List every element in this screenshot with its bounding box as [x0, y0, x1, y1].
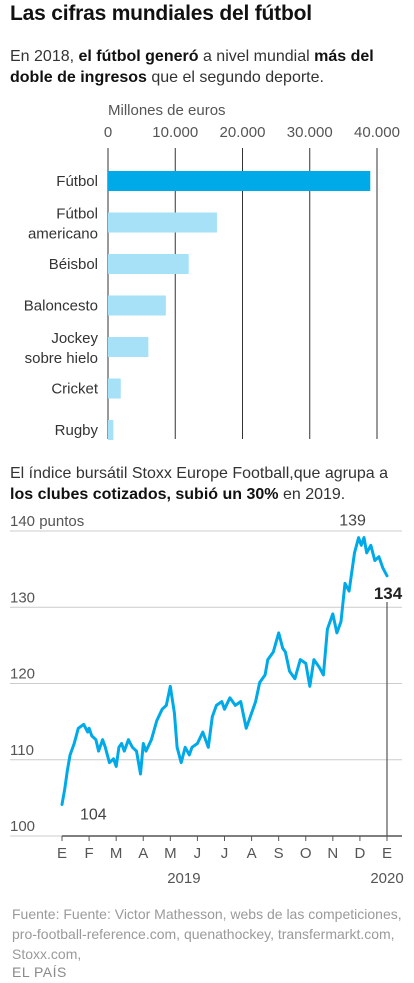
line-ytick-label: 100 [10, 818, 35, 835]
bar-xtick-label: 10.000 [152, 124, 198, 141]
line-xtick-label: E [382, 845, 392, 862]
bar-category-label: Fútbol [56, 173, 98, 190]
bar-axis-unit-label: Millones de euros [108, 102, 226, 119]
line-xtick-label: F [84, 845, 93, 862]
line-xtick-label: M [110, 845, 123, 862]
line-xtick-label: O [300, 845, 312, 862]
line-year-label: 2019 [167, 870, 200, 887]
annotation-start-value: 104 [80, 807, 107, 824]
annotation-end-value: 134 [374, 584, 403, 603]
bar-6 [108, 378, 121, 399]
stoxx-series-line [60, 536, 389, 806]
bar-chart-ingresos: Millones de euros 0 10.000 20.000 30.000 40.0… [24, 102, 400, 440]
bar-2 [108, 212, 217, 233]
line-xtick-label: D [354, 845, 365, 862]
intro-text-stoxx: El índice bursátil Stoxx Europe Football… [10, 463, 410, 505]
bar-xtick-label: 40.000 [354, 124, 400, 141]
line-xtick-label: E [57, 845, 67, 862]
line-xtick-label: A [138, 845, 148, 862]
line-ytick-label: 130 [10, 589, 35, 606]
bar-category-label: Fútbol americano [28, 206, 98, 243]
line-ytick-label: 110 [10, 742, 34, 759]
intro2-bold-1: los clubes cotizados, subió un 30% [10, 486, 279, 503]
line-xtick-label: A [247, 845, 257, 862]
line-year-label: 2020 [370, 870, 403, 887]
intro1-text-1: En 2018, [10, 48, 79, 65]
bar-7 [108, 420, 114, 440]
bar-category-label: Baloncesto [24, 298, 98, 315]
bar-category-label: Jockey sobre hielo [25, 330, 99, 367]
line-xtick-label: J [194, 845, 202, 862]
source-note: Fuente: Fuente: Victor Mathesson, webs d… [12, 906, 402, 962]
intro-text-ingresos: En 2018, el fútbol generó a nivel mundia… [10, 46, 410, 88]
line-ytick-label: 120 [10, 666, 35, 683]
bar-xtick-label: 30.000 [287, 124, 333, 141]
annotation-peak-value: 139 [339, 513, 366, 530]
intro1-text-2: a nivel mundial [198, 48, 315, 65]
line-xtick-label: J [221, 845, 229, 862]
intro2-text-1: El índice bursátil Stoxx Europe Football… [10, 465, 389, 482]
bar-1 [108, 171, 371, 191]
bar-4 [108, 295, 166, 316]
bar-xtick-label: 0 [104, 124, 112, 141]
line-xtick-label: N [327, 845, 338, 862]
bar-xtick-label: 20.000 [220, 124, 266, 141]
line-xtick-label: S [274, 845, 284, 862]
bar-3 [108, 254, 189, 274]
bar-category-label: Rugby [55, 422, 99, 439]
intro1-bold-2: más del doble de ingresos [10, 48, 374, 86]
publisher-logo: EL PAÍS [12, 964, 67, 980]
bar-category-label: Béisbol [49, 256, 98, 273]
page-title: Las cifras mundiales del fútbol [10, 2, 312, 25]
bar-5 [108, 337, 149, 357]
intro1-bold-1: el fútbol generó [78, 48, 199, 65]
line-xtick-label: M [164, 845, 177, 862]
bar-category-label: Cricket [51, 381, 99, 398]
intro2-text-2: en 2019. [278, 486, 346, 503]
intro1-text-3: que el segundo deporte. [146, 69, 324, 86]
line-ytick-label: 140 puntos [10, 513, 84, 530]
